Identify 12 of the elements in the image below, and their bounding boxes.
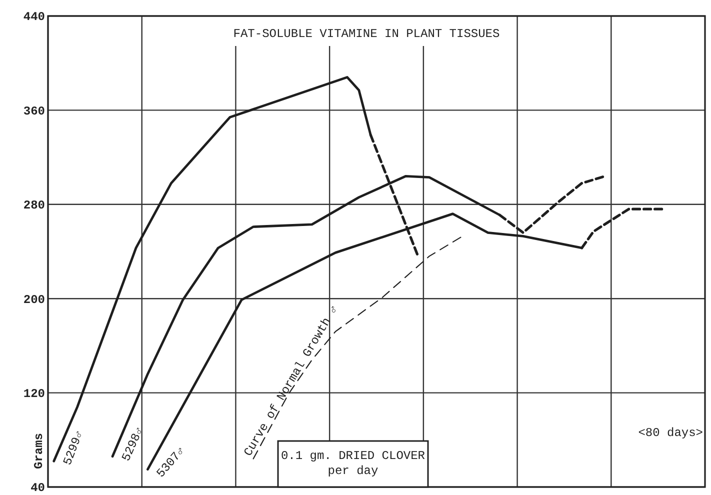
text: 5299♂	[60, 428, 87, 468]
text: 5298♂	[119, 424, 147, 464]
y-tick-label: 120	[23, 387, 45, 401]
text: FAT-SOLUBLE VITAMINE IN PLANT TISSUES	[233, 27, 500, 41]
annotation: <80 days>	[638, 426, 703, 440]
y-tick-label: 440	[23, 10, 45, 24]
annotation: 0.1 gm. DRIED CLOVER per day	[280, 449, 426, 478]
y-tick-label: 360	[23, 104, 45, 118]
y-tick-label: 40	[30, 481, 45, 495]
y-tick-label: 280	[23, 198, 45, 213]
y-tick-label: 200	[23, 292, 45, 307]
y-axis-title: Grams	[32, 432, 46, 469]
